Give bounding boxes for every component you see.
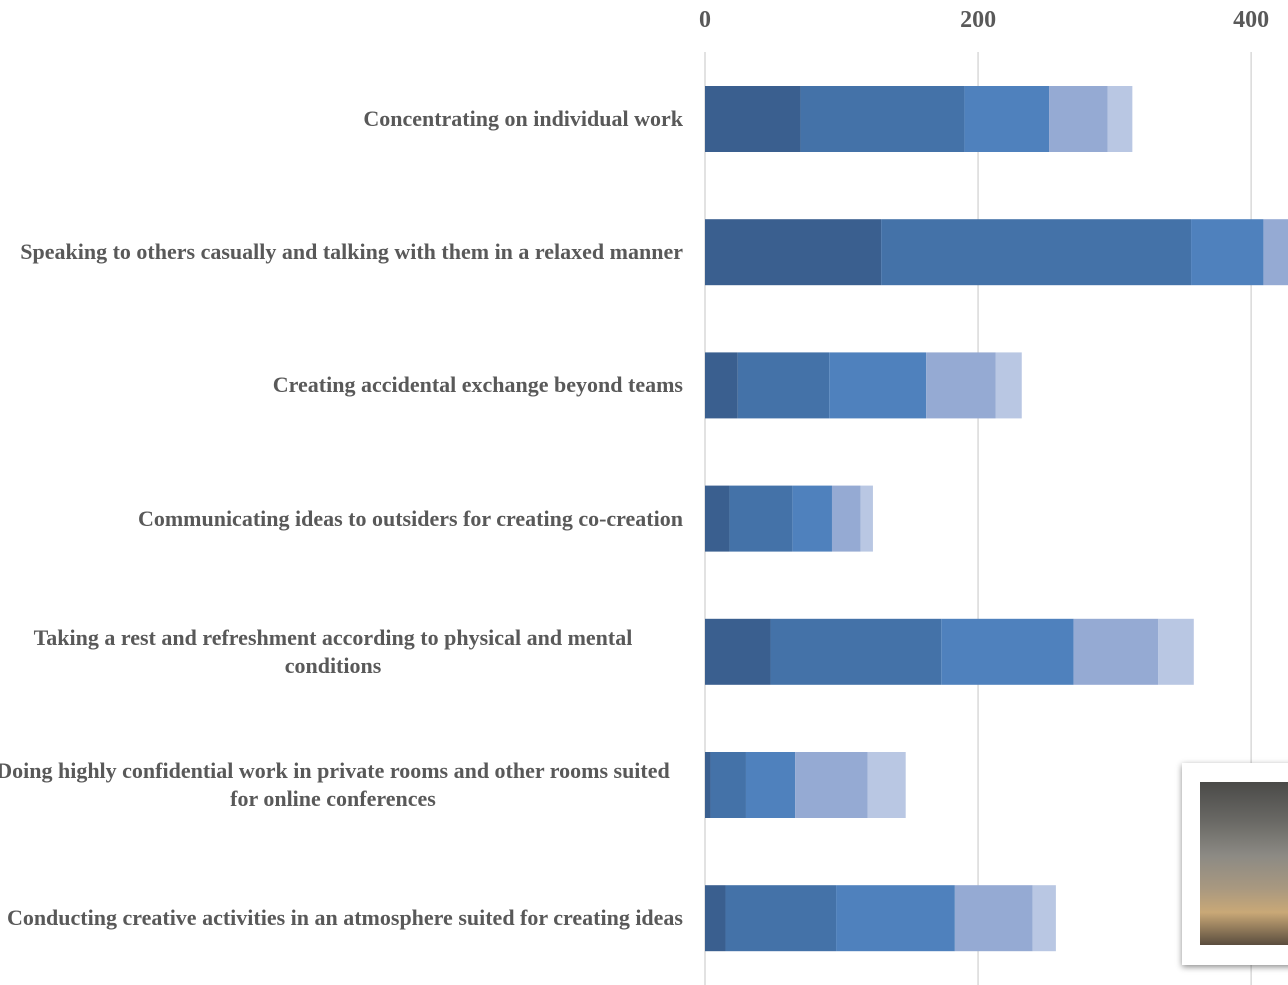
bar-segment: [964, 86, 1050, 152]
bar-segment: [800, 86, 965, 152]
bar-segment: [725, 885, 837, 952]
bar-segment: [954, 885, 1033, 952]
photo-thumbnail: [1182, 763, 1288, 965]
category-label: Concentrating on individual work: [363, 106, 683, 131]
bar-segment: [836, 885, 955, 952]
bar-segment: [745, 752, 796, 818]
category-label: Conducting creative activities in an atm…: [6, 905, 683, 931]
bar-segment: [1158, 618, 1194, 685]
bar-segment: [705, 485, 730, 552]
category-label-box: Communicating ideas to outsiders for cre…: [0, 505, 683, 533]
bar-segment: [1107, 86, 1133, 152]
bar-segment: [795, 752, 868, 818]
category-label: Communicating ideas to outsiders for cre…: [137, 505, 683, 531]
bar-segment: [705, 752, 711, 818]
bar-segment: [1073, 618, 1159, 685]
bar-segment: [1049, 86, 1108, 152]
bar-segment: [705, 885, 726, 952]
category-label: Creating accidental exchange beyond team…: [272, 372, 683, 398]
category-label-box: Concentrating on individual work: [0, 105, 683, 133]
bar-segment: [705, 219, 882, 286]
bar-segment: [867, 752, 906, 818]
category-label-box: Conducting creative activities in an atm…: [0, 904, 683, 932]
category-label: Taking a rest and refreshment according …: [33, 624, 633, 678]
x-tick-label: 400: [1233, 7, 1269, 33]
bar-segment: [860, 485, 873, 552]
bar-segment: [705, 86, 801, 152]
bar-segment: [770, 618, 942, 685]
bar-segment: [710, 752, 746, 818]
bar-segment: [995, 352, 1022, 419]
x-tick-label: 200: [960, 7, 996, 33]
bar-segment: [1263, 219, 1288, 286]
bar-segment: [729, 485, 793, 552]
bar-segment: [705, 352, 738, 419]
category-label: Speaking to others casually and talking …: [20, 239, 683, 265]
photo: [1200, 782, 1288, 945]
bar-segment: [926, 352, 996, 419]
x-tick-label: 0: [699, 7, 711, 33]
bar-segment: [737, 352, 830, 419]
bar-segment: [1032, 885, 1056, 952]
bar-segment: [792, 485, 832, 552]
bar-segment: [941, 618, 1074, 685]
category-label-box: Creating accidental exchange beyond team…: [0, 371, 683, 399]
category-label: Doing highly confidential work in privat…: [0, 758, 670, 811]
bar-segment: [881, 219, 1192, 286]
category-label-box: Taking a rest and refreshment according …: [0, 624, 683, 680]
category-label-box: Speaking to others casually and talking …: [0, 238, 683, 266]
bar-segment: [1191, 219, 1264, 286]
category-label-box: Doing highly confidential work in privat…: [0, 757, 683, 813]
bar-segment: [829, 352, 927, 419]
bar-segment: [831, 485, 861, 552]
bar-segment: [705, 618, 771, 685]
